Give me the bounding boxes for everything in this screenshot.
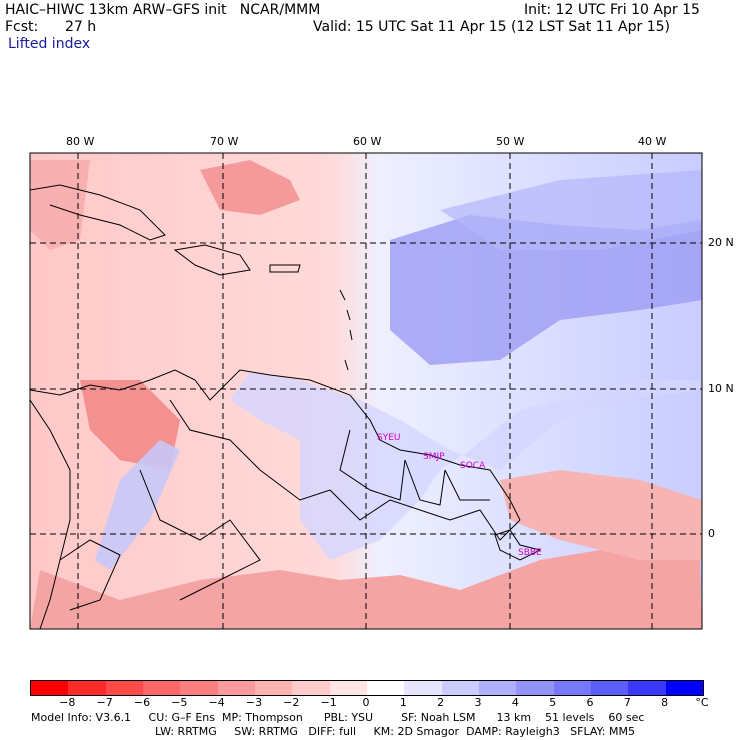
model-info-line-1: Model Info: V3.6.1 CU: G–F Ens MP: Thomp… bbox=[31, 711, 645, 724]
colorbar-swatch bbox=[68, 681, 107, 695]
border-ecuador bbox=[59, 539, 121, 611]
colorbar-tick-label: 2 bbox=[437, 696, 445, 709]
model-title: HAIC–HIWC 13km ARW–GFS init NCAR/MMM bbox=[5, 2, 321, 18]
init-time: Init: 12 UTC Fri 10 Apr 15 bbox=[524, 2, 700, 18]
border-suriname-guiana bbox=[444, 469, 490, 501]
stable-core-atlantic bbox=[390, 215, 702, 365]
stable-region-atlantic bbox=[230, 153, 702, 560]
lon-label-70w: 70 W bbox=[210, 135, 239, 148]
lon-label-80w: 80 W bbox=[66, 135, 95, 148]
border-brazil bbox=[329, 489, 521, 541]
colorbar-swatch bbox=[329, 681, 368, 695]
colorbar-swatch bbox=[404, 681, 443, 695]
map-frame bbox=[29, 152, 703, 630]
station-label: SOCA bbox=[460, 461, 486, 471]
colorbar-tick-label: −5 bbox=[171, 696, 188, 709]
colorbar-tick-label: −1 bbox=[320, 696, 337, 709]
coastline-hispaniola bbox=[173, 244, 251, 276]
valid-time: Valid: 15 UTC Sat 11 Apr 15 (12 LST Sat … bbox=[313, 19, 671, 35]
color-scale-bar bbox=[30, 680, 704, 696]
lat-label-20n: 20 N bbox=[708, 236, 734, 249]
colorbar-swatch bbox=[591, 681, 629, 695]
station-label: SYEU bbox=[377, 433, 401, 443]
border-colombia-peru bbox=[139, 469, 261, 601]
colorbar-swatch bbox=[553, 681, 592, 695]
colorbar-tick-label: −2 bbox=[283, 696, 300, 709]
colorbar-swatch bbox=[255, 681, 293, 695]
coastline-puerto-rico bbox=[269, 264, 301, 273]
colorbar-tick-label: 1 bbox=[399, 696, 407, 709]
coastline-cuba bbox=[30, 184, 166, 241]
colorbar-tick-label: 8 bbox=[661, 696, 669, 709]
lat-label-10n: 10 N bbox=[708, 382, 734, 395]
colorbar-tick-label: −4 bbox=[208, 696, 225, 709]
colorbar-tick-label: 5 bbox=[549, 696, 557, 709]
colorbar-swatch bbox=[516, 681, 555, 695]
lat-label-0: 0 bbox=[708, 527, 715, 540]
lon-label-50w: 50 W bbox=[496, 135, 525, 148]
colorbar-swatch bbox=[628, 681, 667, 695]
forecast-hour-label: Fcst: bbox=[5, 19, 39, 35]
colorbar-tick-label: −3 bbox=[245, 696, 263, 709]
colorbar-tick-label: 4 bbox=[511, 696, 519, 709]
station-label: SMJP bbox=[423, 452, 445, 462]
coastline-amazon-delta bbox=[494, 529, 542, 561]
border-guyana-suriname bbox=[404, 459, 446, 506]
colorbar-swatch bbox=[441, 681, 480, 695]
colorbar-swatch bbox=[143, 681, 181, 695]
coastline-lesser-antilles bbox=[339, 289, 353, 371]
coastline-south-america-north bbox=[30, 369, 521, 521]
lon-label-40w: 40 W bbox=[638, 135, 667, 148]
colorbar-tick-label: 0 bbox=[362, 696, 370, 709]
colorbar-tick-label: 7 bbox=[623, 696, 631, 709]
colorbar-swatch bbox=[31, 681, 69, 695]
unstable-amazon-south bbox=[30, 550, 702, 629]
colorbar-tick-label: −7 bbox=[96, 696, 113, 709]
colorbar-swatch bbox=[292, 681, 331, 695]
station-label: SBBE bbox=[518, 548, 542, 558]
colorbar-tick-label: −6 bbox=[133, 696, 151, 709]
colorbar-unit: °C bbox=[695, 696, 709, 709]
graticule bbox=[30, 153, 702, 629]
colorbar-swatch bbox=[217, 681, 256, 695]
colorbar-tick-label: −8 bbox=[59, 696, 76, 709]
colorbar-tick-label: 3 bbox=[474, 696, 482, 709]
colorbar-swatch bbox=[479, 681, 517, 695]
lon-label-60w: 60 W bbox=[353, 135, 382, 148]
stable-andes-strip bbox=[95, 440, 180, 570]
border-colombia-venezuela bbox=[169, 399, 331, 501]
unstable-cuba bbox=[200, 160, 300, 215]
forecast-hour-value: 27 h bbox=[65, 19, 97, 35]
model-info-line-2: LW: RRTMG SW: RRTMG DIFF: full KM: 2D Sm… bbox=[155, 725, 635, 738]
border-venezuela-guyana bbox=[339, 429, 406, 501]
stable-band-east bbox=[440, 170, 702, 250]
colorbar-swatch bbox=[367, 681, 405, 695]
unstable-central-america bbox=[30, 160, 90, 250]
colorbar-tick-label: 6 bbox=[586, 696, 594, 709]
field-name: Lifted index bbox=[8, 36, 91, 52]
colorbar-swatch bbox=[105, 681, 144, 695]
colorbar-swatch bbox=[665, 681, 704, 695]
coastline-pacific bbox=[30, 399, 71, 629]
colorbar-swatch bbox=[180, 681, 219, 695]
